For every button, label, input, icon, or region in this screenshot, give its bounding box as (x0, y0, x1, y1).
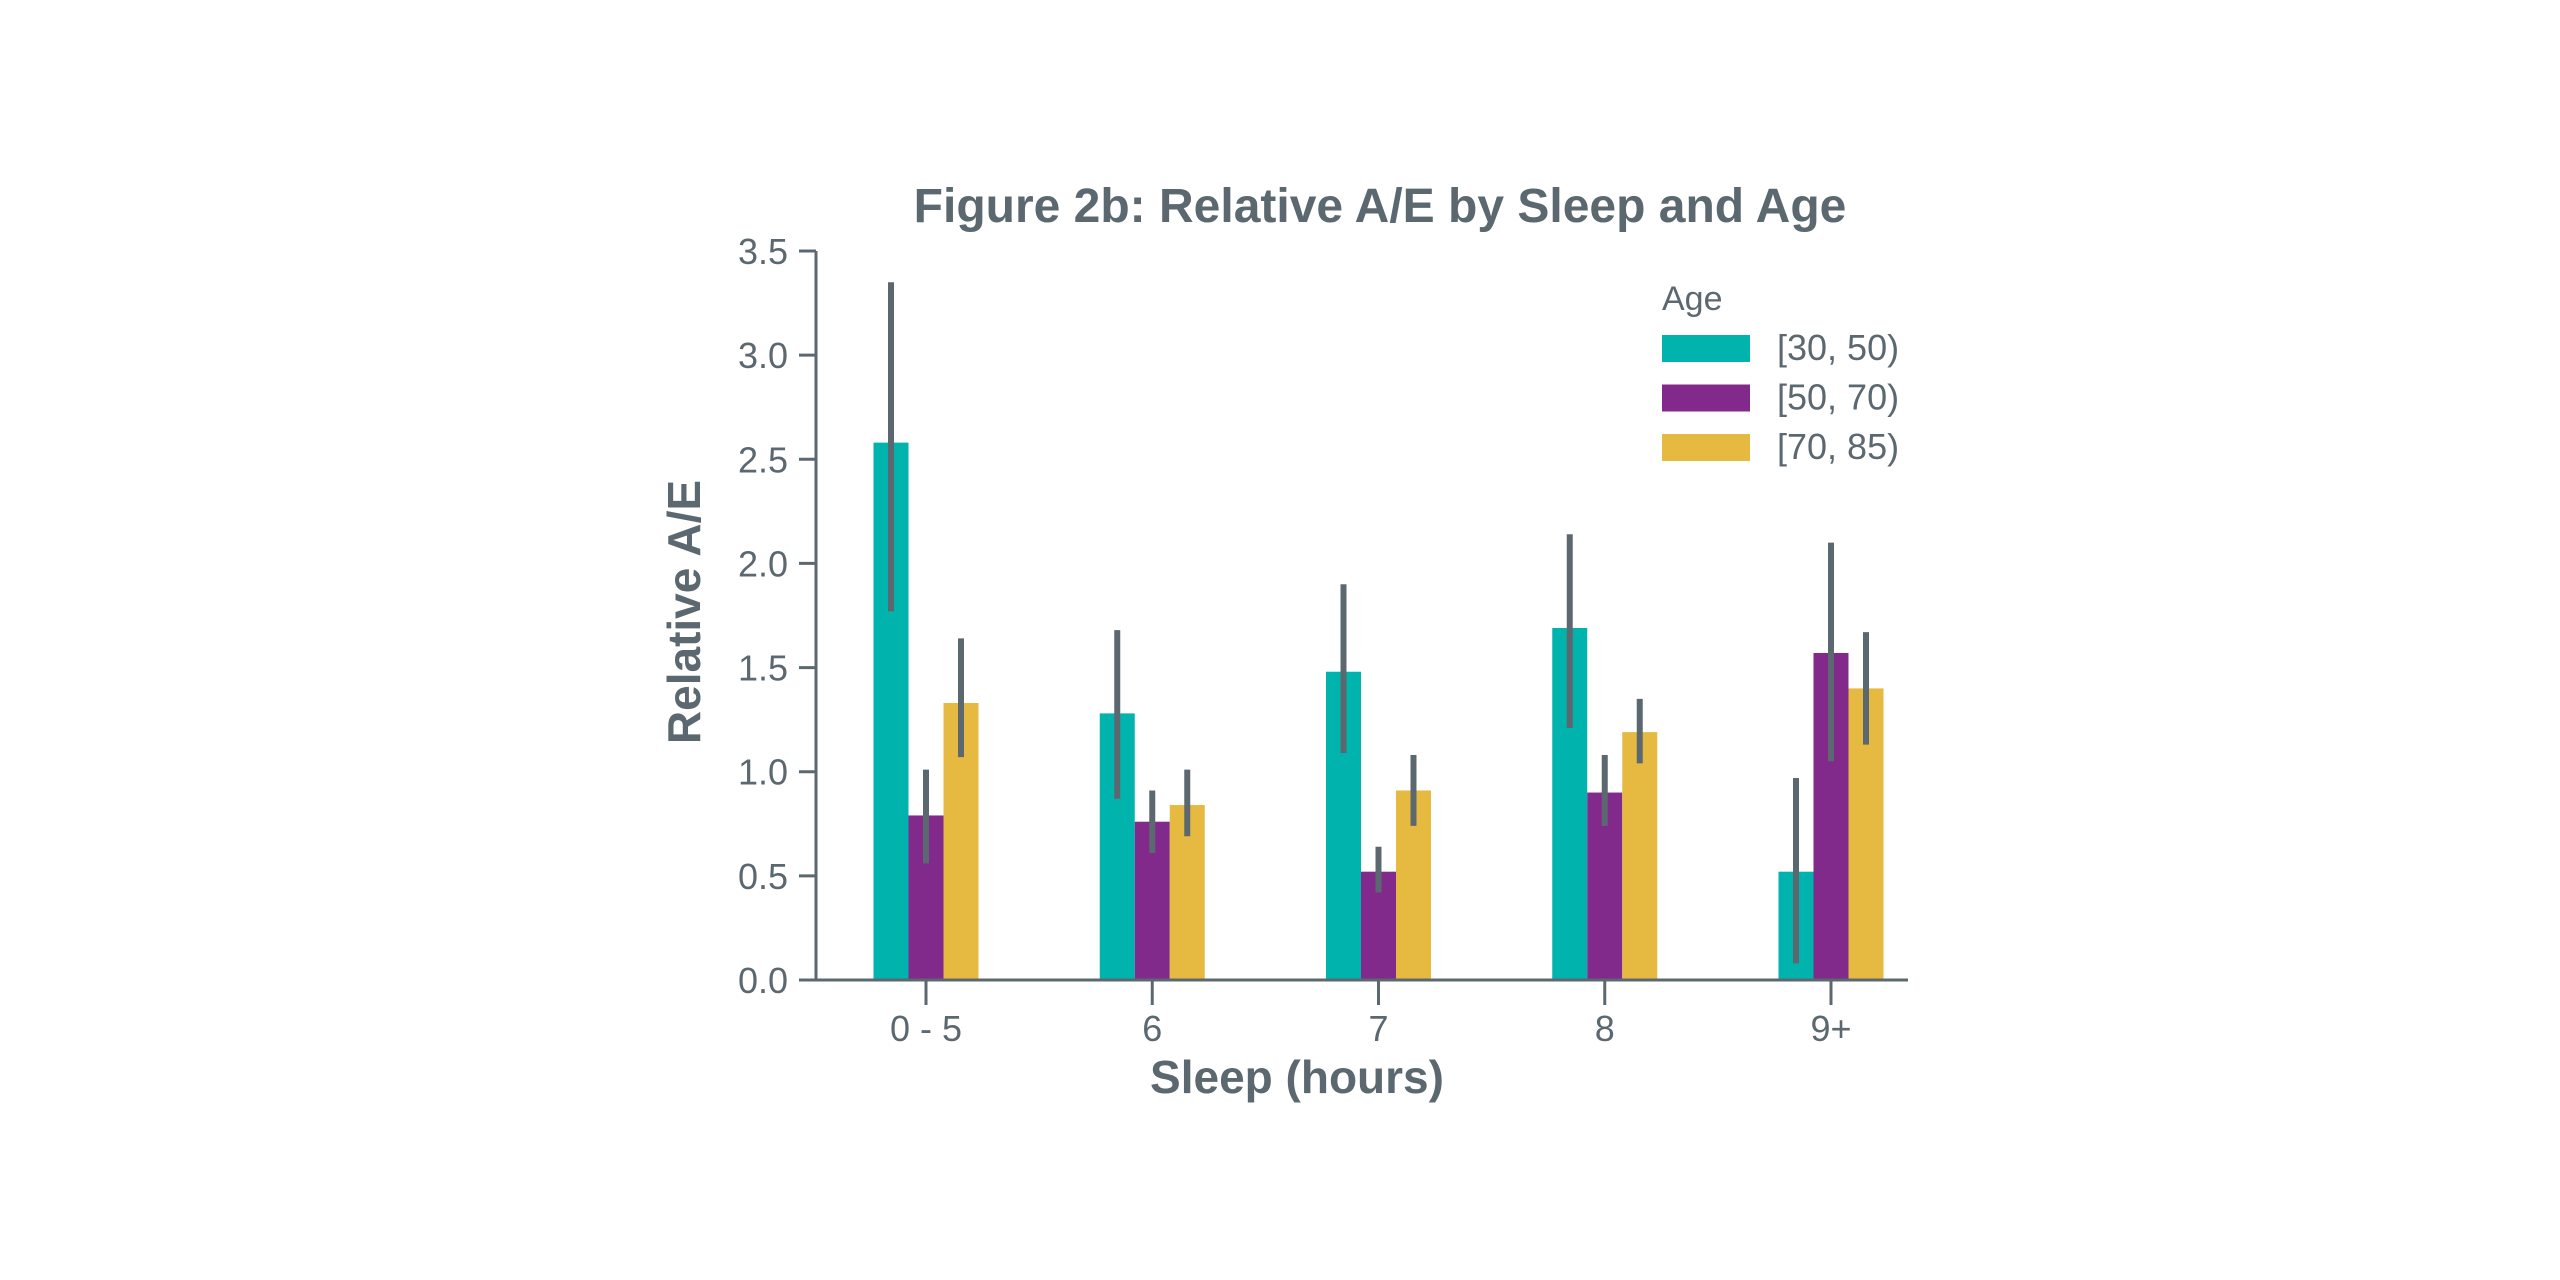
x-tick-label: 6 (1142, 1008, 1162, 1049)
y-axis-label: Relative A/E (658, 480, 710, 744)
y-ticks: 0.0 0.5 1.0 1.5 2.0 2.5 3.0 3.5 (738, 231, 816, 1001)
legend-swatch (1662, 384, 1750, 412)
y-tick-label: 3.5 (738, 231, 788, 272)
y-tick-label: 1.0 (738, 752, 788, 793)
x-ticks: 0 - 5 6 7 8 9+ (890, 980, 1852, 1049)
x-tick-label: 9+ (1810, 1008, 1851, 1049)
y-tick-label: 0.5 (738, 856, 788, 897)
legend-swatch (1662, 335, 1750, 362)
bar (1622, 732, 1658, 980)
y-tick-label: 2.5 (738, 439, 788, 480)
legend-label: [50, 70) (1777, 377, 1899, 418)
y-tick-label: 3.0 (738, 335, 788, 376)
x-axis-label: Sleep (hours) (1150, 1051, 1444, 1103)
legend-label: [70, 85) (1777, 426, 1899, 467)
axes-layer (814, 251, 1908, 982)
legend-title: Age (1662, 280, 1723, 318)
chart-title: Figure 2b: Relative A/E by Sleep and Age (914, 180, 1847, 233)
legend-label: [30, 50) (1777, 327, 1899, 368)
x-tick-label: 7 (1368, 1008, 1388, 1049)
legend-swatch (1662, 434, 1750, 461)
bars-layer (873, 442, 1884, 980)
x-tick-label: 0 - 5 (890, 1008, 962, 1049)
x-tick-label: 8 (1595, 1008, 1615, 1049)
error-bars-layer (888, 282, 1869, 964)
y-tick-label: 1.5 (738, 648, 788, 689)
legend: Age [30, 50) [50, 70) [70, 85) (1662, 280, 1899, 467)
y-tick-label: 0.0 (738, 960, 788, 1001)
y-tick-label: 2.0 (738, 543, 788, 584)
